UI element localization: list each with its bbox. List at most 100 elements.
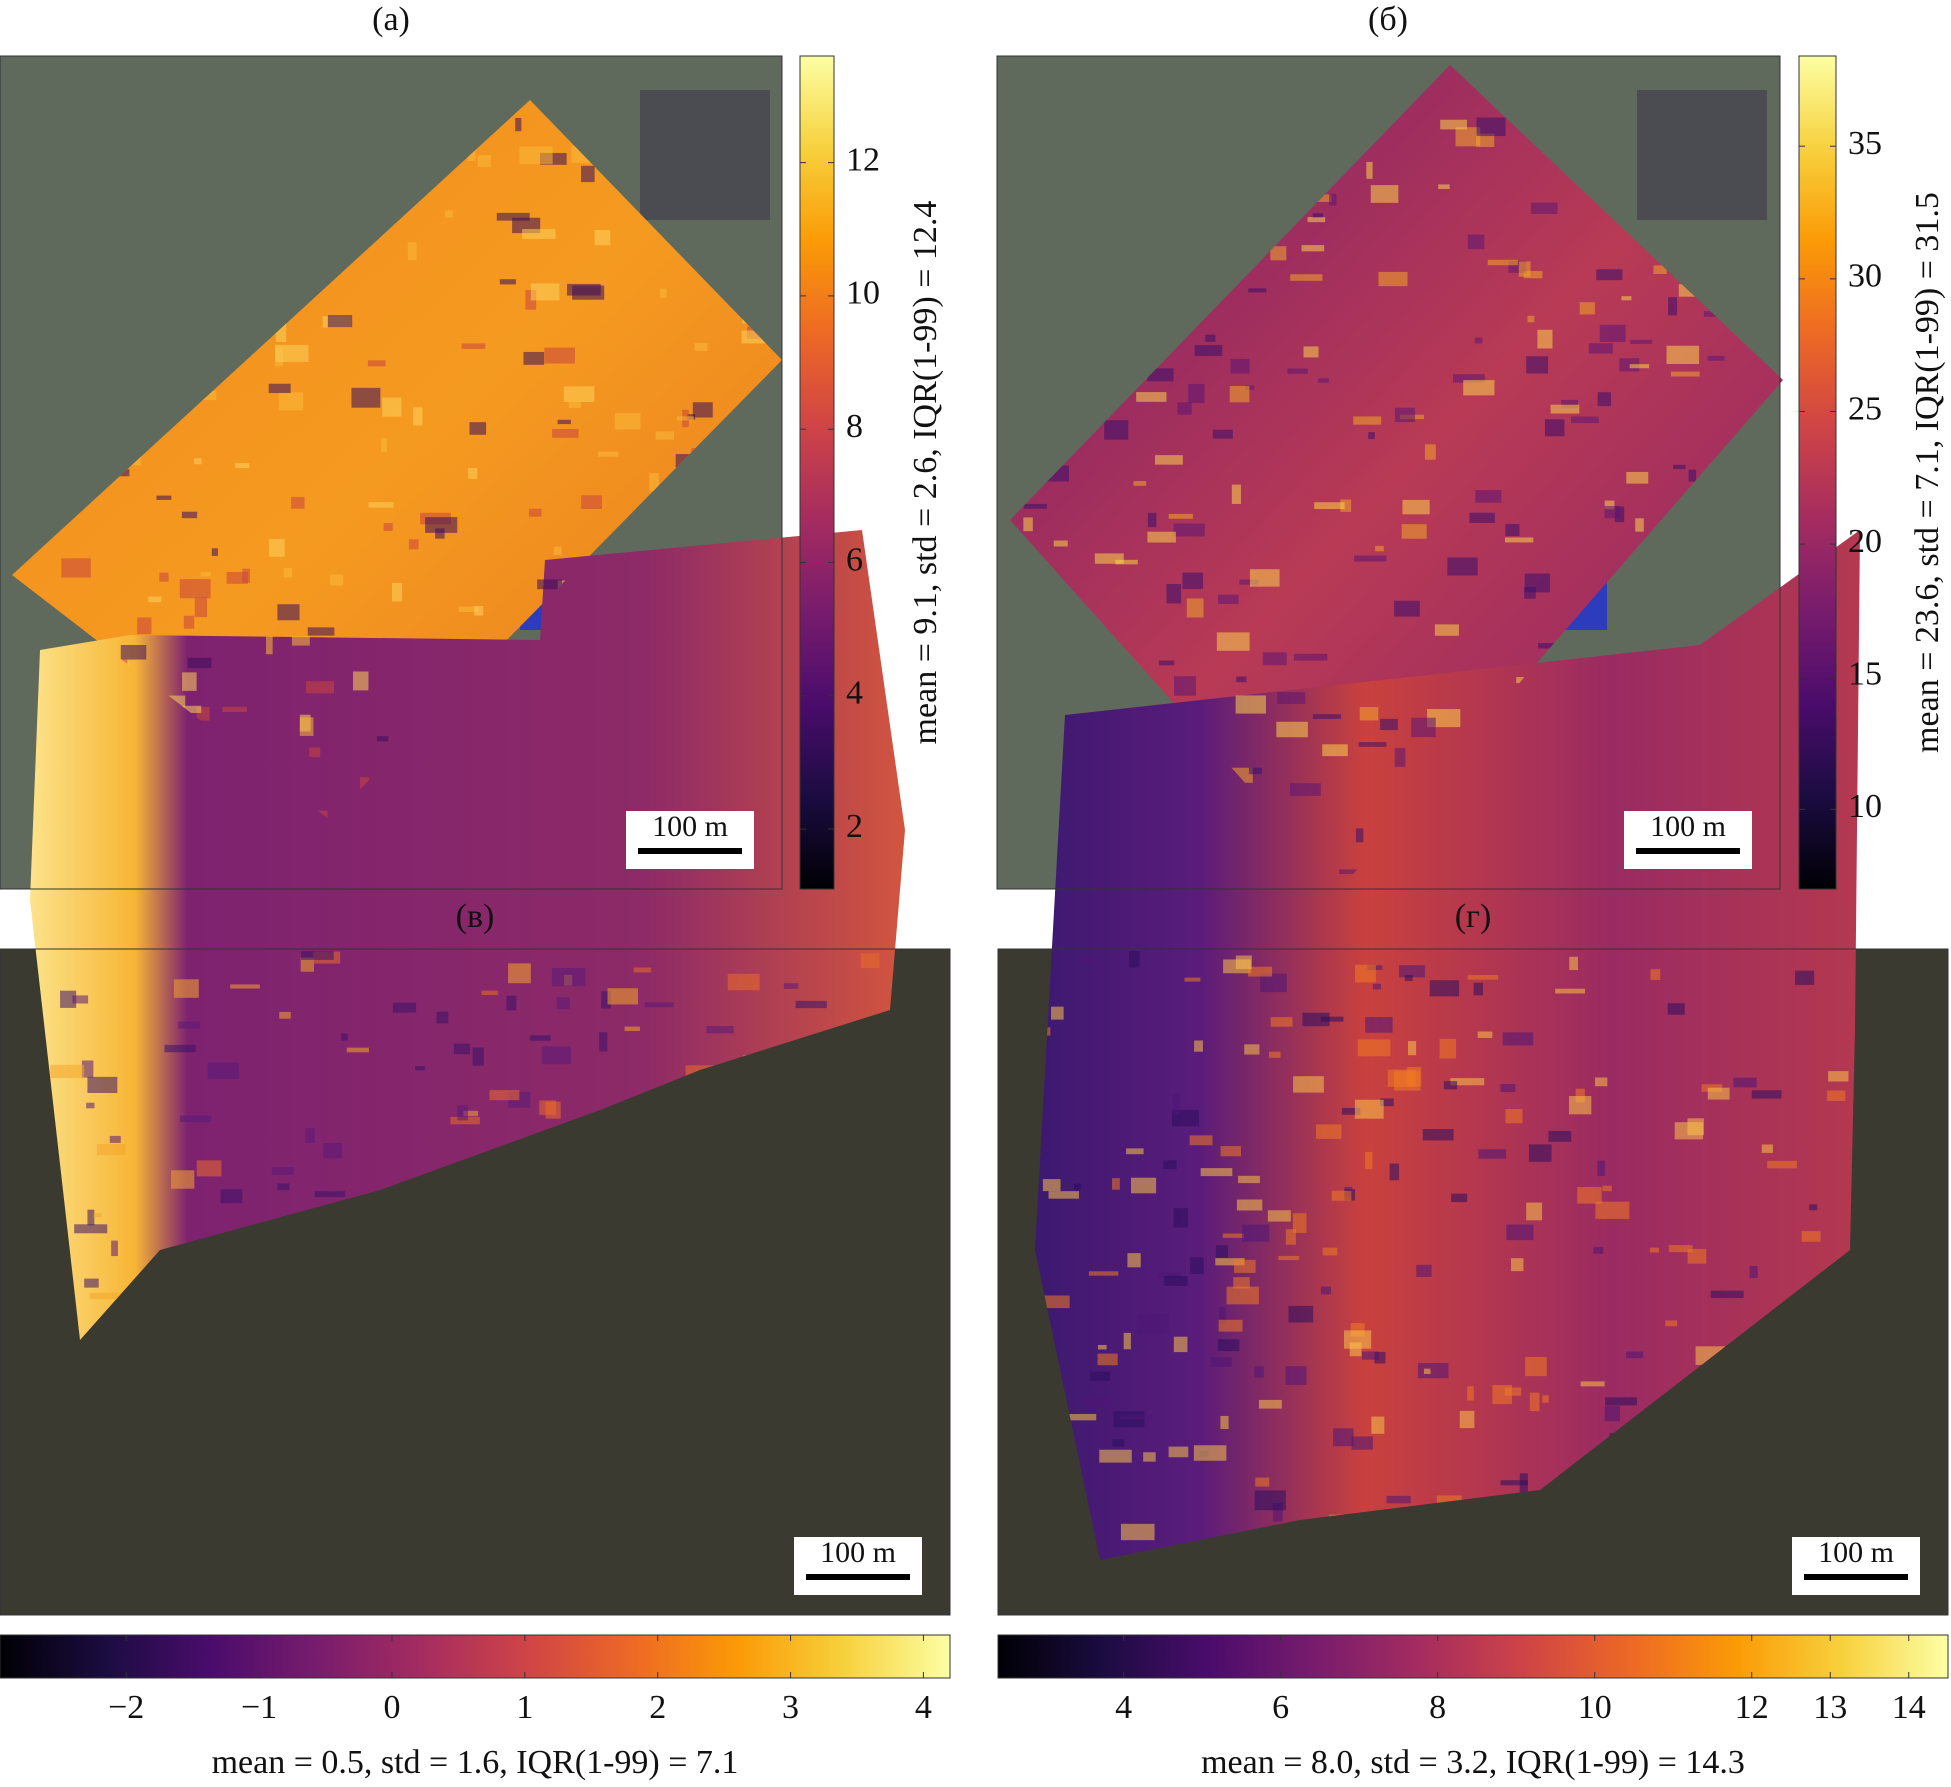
texture-patch <box>1313 194 1332 202</box>
texture-patch <box>425 517 458 533</box>
texture-patch <box>1220 1146 1241 1157</box>
texture-patch <box>1359 707 1379 721</box>
texture-patch <box>407 242 417 261</box>
texture-patch <box>1529 1392 1540 1412</box>
texture-patch <box>599 1032 608 1052</box>
texture-patch <box>413 407 423 426</box>
colorbar-tick-label: 8 <box>846 408 863 445</box>
texture-patch <box>552 428 579 438</box>
texture-patch <box>1303 346 1319 358</box>
texture-patch <box>1244 1044 1260 1055</box>
texture-patch <box>1387 1069 1416 1087</box>
texture-patch <box>1443 1081 1458 1090</box>
texture-patch <box>1194 345 1223 356</box>
texture-patch <box>269 539 285 557</box>
texture-patch <box>1315 1124 1342 1139</box>
texture-patch <box>1219 1306 1226 1324</box>
texture-patch <box>1341 1107 1361 1115</box>
colorbar-tick-label: 35 <box>1848 125 1882 162</box>
texture-patch <box>1354 964 1376 983</box>
texture-patch <box>1245 385 1255 390</box>
texture-patch <box>1394 600 1420 617</box>
texture-patch <box>1434 624 1459 636</box>
texture-patch <box>1505 523 1520 537</box>
texture-patch <box>1626 471 1649 484</box>
texture-patch <box>1502 1032 1534 1046</box>
texture-patch <box>1477 1031 1493 1038</box>
texture-patch <box>660 288 667 299</box>
texture-patch <box>529 1035 551 1041</box>
panel-title: (б) <box>1368 1 1408 38</box>
texture-patch <box>382 397 402 417</box>
texture-patch <box>1137 1313 1169 1334</box>
texture-patch <box>1626 1351 1644 1359</box>
texture-patch <box>523 351 545 365</box>
texture-patch <box>275 323 287 343</box>
texture-patch <box>1104 420 1129 440</box>
texture-patch <box>1575 1088 1585 1103</box>
texture-patch <box>268 383 291 394</box>
texture-patch <box>528 508 542 517</box>
texture-patch <box>87 1076 118 1093</box>
texture-patch <box>1329 193 1337 206</box>
texture-patch <box>1174 676 1196 696</box>
texture-patch <box>581 495 602 509</box>
texture-patch <box>553 546 562 555</box>
texture-patch <box>1235 695 1266 714</box>
texture-patch <box>1267 1210 1291 1222</box>
texture-patch <box>1370 185 1399 203</box>
colorbar <box>997 1634 1949 1679</box>
texture-patch <box>472 1047 484 1066</box>
texture-patch <box>1597 1160 1605 1176</box>
texture-patch <box>207 1062 240 1079</box>
texture-patch <box>537 579 563 590</box>
texture-patch <box>352 671 369 691</box>
texture-patch <box>706 1026 734 1034</box>
texture-patch <box>173 979 199 998</box>
texture-patch <box>581 165 595 183</box>
texture-patch <box>1358 742 1387 747</box>
texture-patch <box>1801 1231 1821 1242</box>
texture-patch <box>436 1011 449 1024</box>
texture-patch <box>1340 499 1352 512</box>
texture-patch <box>563 386 595 402</box>
texture-patch <box>607 988 638 1005</box>
texture-patch <box>1320 1286 1332 1295</box>
texture-patch <box>1210 1357 1232 1367</box>
texture-patch <box>1147 512 1157 528</box>
panel-title: (а) <box>372 1 410 38</box>
texture-patch <box>196 1160 222 1177</box>
texture-patch <box>193 458 202 465</box>
texture-patch <box>1550 404 1580 414</box>
thermal-map <box>30 530 905 1340</box>
texture-patch <box>1088 1271 1119 1276</box>
texture-patch <box>1287 368 1308 374</box>
texture-patch <box>1366 161 1373 179</box>
texture-patch <box>72 995 89 1004</box>
texture-patch <box>1394 407 1415 423</box>
texture-patch <box>1236 676 1247 683</box>
texture-patch <box>1525 1356 1547 1377</box>
texture-patch <box>1115 559 1138 565</box>
texture-patch <box>1042 1179 1061 1192</box>
texture-patch <box>1097 1353 1118 1366</box>
texture-patch <box>860 953 880 969</box>
texture-patch <box>1809 1204 1818 1211</box>
texture-patch <box>1063 1413 1097 1421</box>
texture-patch <box>1361 1351 1380 1360</box>
texture-patch <box>279 1011 291 1019</box>
texture-patch <box>1157 1272 1181 1279</box>
texture-patch <box>458 606 479 613</box>
texture-patch <box>1288 1305 1314 1323</box>
texture-patch <box>1277 692 1306 704</box>
colorbar-tick-label: 4 <box>1115 1689 1132 1726</box>
texture-patch <box>1372 983 1382 990</box>
colorbar-tick-label: 10 <box>1578 1689 1612 1726</box>
texture-patch <box>1082 1396 1111 1409</box>
texture-patch <box>1173 523 1205 537</box>
texture-patch <box>275 344 309 362</box>
texture-patch <box>1526 356 1549 374</box>
texture-patch <box>1113 1411 1145 1428</box>
texture-patch <box>1229 385 1250 403</box>
texture-patch <box>181 511 198 519</box>
